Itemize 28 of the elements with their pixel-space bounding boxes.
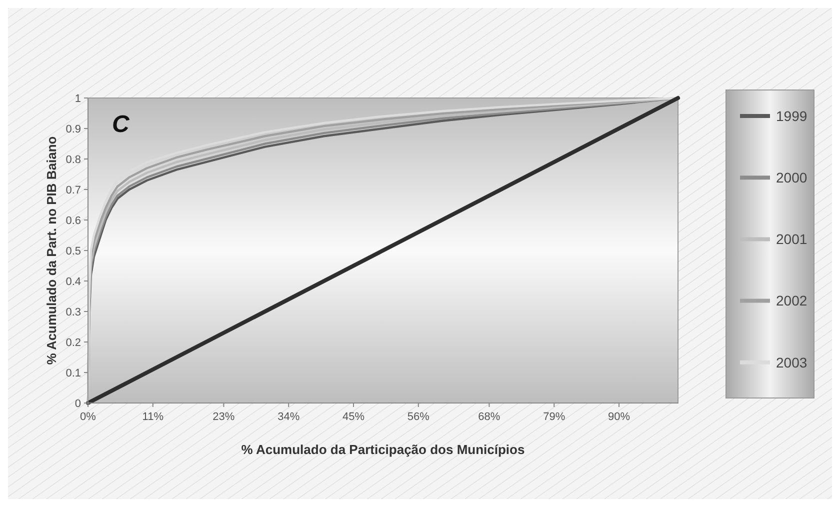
y-tick-label: 0.8 xyxy=(66,154,81,166)
y-tick-label: 0.7 xyxy=(66,184,81,196)
y-tick-label: 0.2 xyxy=(66,336,81,349)
x-tick-label: 34% xyxy=(278,411,300,423)
legend-label: 2001 xyxy=(776,231,808,248)
legend-label: 2002 xyxy=(776,292,808,309)
annotation: C xyxy=(112,111,130,138)
x-tick-label: 45% xyxy=(342,411,365,423)
y-tick-label: 0 xyxy=(74,398,81,410)
y-tick-label: 0.6 xyxy=(66,214,81,227)
x-tick-label: 23% xyxy=(212,411,235,423)
y-tick-label: 0.5 xyxy=(66,245,81,258)
legend-label: 2000 xyxy=(776,170,808,186)
x-tick-label: 0% xyxy=(80,411,96,423)
y-tick-label: 0.4 xyxy=(66,276,81,288)
y-tick-label: 0.9 xyxy=(66,123,81,136)
x-tick-label: 68% xyxy=(478,411,500,423)
y-axis-title: % Acumulado da Part. no PIB Baiano xyxy=(44,136,59,365)
x-tick-label: 79% xyxy=(543,411,566,423)
y-tick-label: 0.1 xyxy=(66,367,81,380)
x-tick-label: 11% xyxy=(142,411,164,423)
y-tick-label: 1 xyxy=(74,92,81,105)
legend-label: 1999 xyxy=(776,108,808,124)
legend-label: 2003 xyxy=(776,354,808,370)
x-tick-label: 56% xyxy=(407,411,430,423)
x-tick-label: 90% xyxy=(608,411,630,423)
x-axis-title: % Acumulado da Participação dos Municípios xyxy=(241,442,525,457)
y-tick-label: 0.3 xyxy=(66,306,81,318)
